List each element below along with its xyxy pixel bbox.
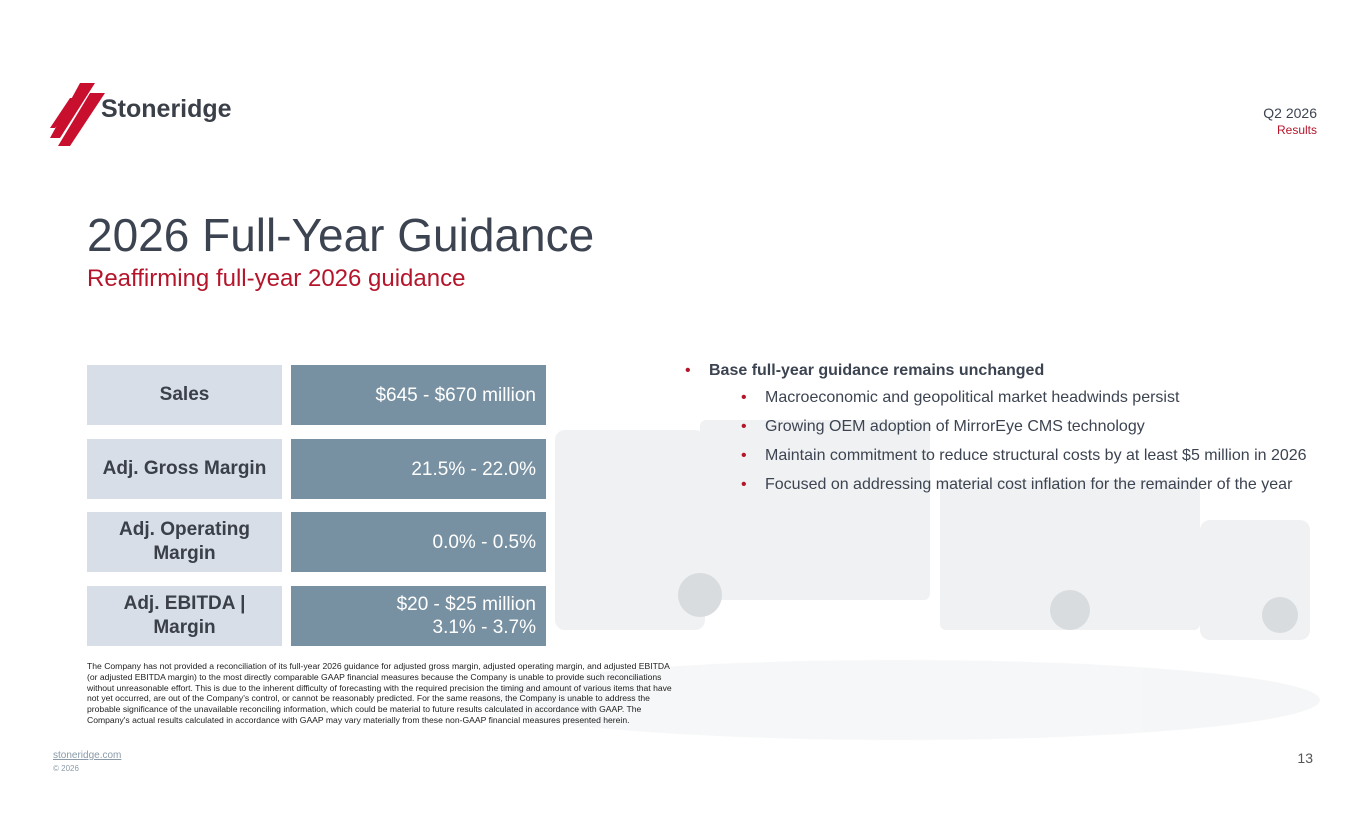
value-line: 3.1% - 3.7% [432,617,537,638]
page-number: 13 [1297,750,1313,766]
row-label: Sales [87,365,282,425]
disclaimer: The Company has not provided a reconcili… [87,661,672,725]
section: Results [1276,123,1317,137]
subtitle: Reaffirming full-year 2026 guidance [87,265,466,292]
value-line: $645 - $670 million [375,384,536,406]
bullet-main: Base full-year guidance remains unchange… [685,362,1325,495]
row-label: Adj. Gross Margin [87,439,282,499]
title: 2026 Full-Year Guidance [87,209,595,261]
sub-bullet: Maintain commitment to reduce structural… [741,446,1325,466]
value-line: 0.0% - 0.5% [432,531,537,553]
period: Q2 2026 [1263,105,1317,121]
value-line: 21.5% - 22.0% [411,458,536,480]
sub-bullet: Macroeconomic and geopolitical market he… [741,388,1325,408]
row-label: Adj. EBITDA | Margin [87,586,282,646]
footer-link[interactable]: stoneridge.com [53,750,122,761]
sub-bullet: Focused on addressing material cost infl… [741,475,1325,495]
row-label: Adj. Operating Margin [87,512,282,572]
sub-bullet: Growing OEM adoption of MirrorEye CMS te… [741,417,1325,437]
sub-bullets: Macroeconomic and geopolitical market he… [709,388,1325,495]
logo-mark [50,83,105,146]
logo-text: Stoneridge [101,95,232,123]
row-value: $645 - $670 million [291,365,546,425]
row-value: 21.5% - 22.0% [291,439,546,499]
row-value: 0.0% - 0.5% [291,512,546,572]
bullets: Base full-year guidance remains unchange… [685,362,1325,504]
row-value: $20 - $25 million 3.1% - 3.7% [291,586,546,646]
bullet-text: Base full-year guidance remains unchange… [709,362,1045,379]
copyright: © 2026 [53,764,79,773]
value-line: $20 - $25 million [396,594,536,615]
